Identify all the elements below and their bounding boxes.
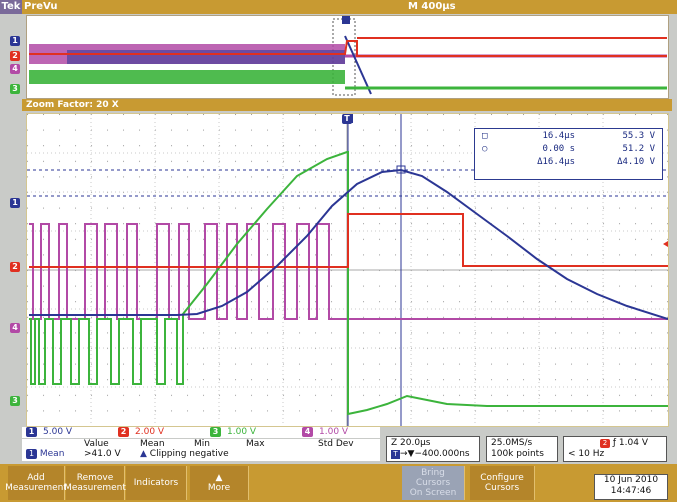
cursor-b-time: 0.00 s: [542, 144, 575, 154]
sample-rate: 25.0MS/s: [491, 438, 533, 448]
overview-trigger-marker: [342, 16, 350, 24]
horizontal-settings[interactable]: Z 20.0µs T →▼−400.000ns: [386, 436, 480, 462]
measurement-table[interactable]: Value Mean Min Max Std Dev 1 Mean >41.0 …: [22, 439, 380, 461]
more-arrow-icon: ▲: [215, 473, 223, 483]
overview-waveform-window[interactable]: [26, 15, 669, 99]
add-measurement-button[interactable]: Add Measurement: [5, 466, 67, 500]
cursor-delta-time: Δ16.4µs: [537, 157, 575, 167]
meas-header-stddev: Std Dev: [318, 439, 354, 449]
meas-header-value: Value: [84, 439, 109, 449]
main-waveform-display[interactable]: [26, 113, 669, 427]
time-text: 14:47:46: [610, 486, 652, 496]
trigger-source: 2 ƒ 1.04 V: [600, 438, 648, 448]
meas-warning: ▲ Clipping negative: [140, 449, 229, 459]
trigger-settings[interactable]: 2 ƒ 1.04 V < 10 Hz: [563, 436, 667, 462]
overview-ch4-marker[interactable]: 4: [10, 64, 20, 74]
tek-logo: Tek: [0, 0, 22, 14]
prevu-label: PreVu: [24, 1, 58, 12]
zoom-factor-label: Zoom Factor: 20 X: [26, 100, 119, 110]
cursor-delta-value: Δ4.10 V: [617, 157, 655, 167]
indicators-button[interactable]: Indicators: [126, 466, 187, 500]
main-ch2-marker[interactable]: 2: [10, 262, 20, 272]
ch3-scale[interactable]: 3 1.00 V: [210, 427, 256, 438]
bring-cursors-on-screen-button[interactable]: Bring Cursors On Screen: [402, 466, 465, 500]
remove-measurement-button[interactable]: Remove Measurement: [64, 466, 126, 500]
square-cursor-icon: □: [482, 131, 488, 141]
date-text: 10 Jun 2010: [603, 475, 659, 485]
main-ch1-marker[interactable]: 1: [10, 198, 20, 208]
rising-edge-icon: ƒ: [612, 438, 617, 448]
horizontal-scale: Z 20.0µs: [391, 438, 431, 448]
circle-cursor-icon: ○: [482, 144, 488, 154]
zoom-bar: [22, 99, 672, 111]
meas-header-max: Max: [246, 439, 265, 449]
meas-channel-badge: 1 Mean: [26, 449, 64, 459]
acquisition-settings[interactable]: 25.0MS/s 100k points: [486, 436, 558, 462]
timebase-readout[interactable]: M 400µs: [408, 1, 456, 12]
date-time-display: 10 Jun 2010 14:47:46: [594, 474, 668, 500]
horizontal-position: T →▼−400.000ns: [391, 449, 470, 459]
ch1-scale[interactable]: 1 5.00 V: [26, 427, 72, 438]
cursor-a-time: 16.4µs: [542, 131, 575, 141]
trigger-frequency: < 10 Hz: [568, 449, 605, 459]
meas-value: >41.0 V: [84, 449, 121, 459]
main-ch3-marker[interactable]: 3: [10, 396, 20, 406]
record-length: 100k points: [491, 449, 544, 459]
meas-header-mean: Mean: [140, 439, 165, 449]
overview-ch1-marker[interactable]: 1: [10, 36, 20, 46]
cursor-readout-row-1: □ 16.4µs 55.3 V: [475, 131, 662, 144]
overview-ch2-marker[interactable]: 2: [10, 51, 20, 61]
cursor-readout-row-3: Δ16.4µs Δ4.10 V: [475, 157, 662, 170]
top-status-bar: [0, 0, 677, 14]
cursor-a-value: 55.3 V: [622, 131, 655, 141]
ch2-scale[interactable]: 2 2.00 V: [118, 427, 164, 438]
cursor-readout-row-2: ○ 0.00 s 51.2 V: [475, 144, 662, 157]
channel-scale-row: 1 5.00 V 2 2.00 V 3 1.00 V 4 1.00 V: [22, 427, 380, 438]
ch4-scale[interactable]: 4 1.00 V: [302, 427, 348, 438]
main-ch4-marker[interactable]: 4: [10, 323, 20, 333]
configure-cursors-button[interactable]: Configure Cursors: [470, 466, 535, 500]
warning-triangle-icon: ▲: [140, 449, 147, 459]
cursor-readout: □ 16.4µs 55.3 V ○ 0.00 s 51.2 V Δ16.4µs …: [474, 128, 663, 180]
trigger-position-marker[interactable]: T: [342, 114, 352, 124]
cursor-b-value: 51.2 V: [622, 144, 655, 154]
meas-header-min: Min: [194, 439, 210, 449]
overview-waveforms: [29, 16, 667, 96]
more-button[interactable]: ▲ More: [190, 466, 249, 500]
overview-ch3-marker[interactable]: 3: [10, 84, 20, 94]
